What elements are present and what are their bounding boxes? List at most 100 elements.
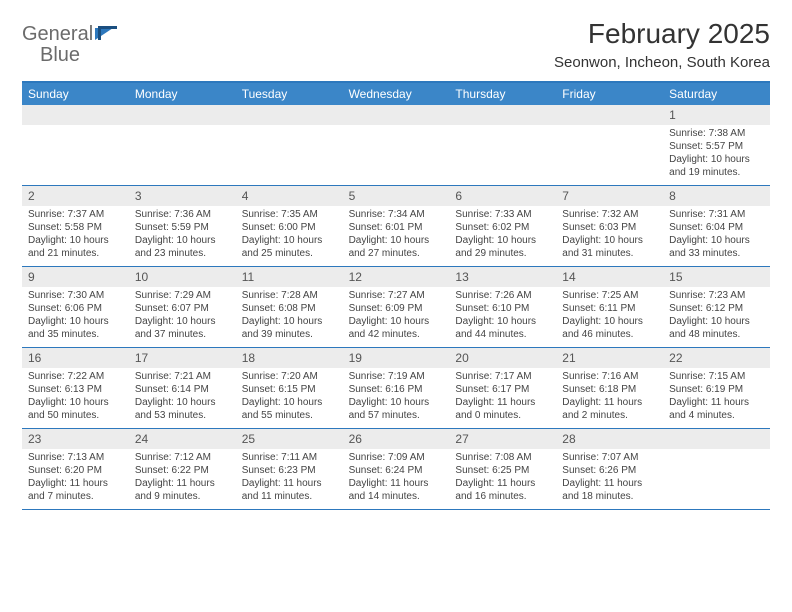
day-cell: Sunrise: 7:15 AMSunset: 6:19 PMDaylight:… [663,368,770,428]
day-detail-line: and 39 minutes. [242,328,339,341]
day-detail-line: Sunrise: 7:15 AM [669,370,766,383]
day-number: 25 [236,429,343,449]
day-detail-line: Sunset: 6:26 PM [562,464,659,477]
day-detail-line: Sunset: 6:15 PM [242,383,339,396]
day-number: 22 [663,348,770,368]
day-detail-line: and 23 minutes. [135,247,232,260]
day-cell: Sunrise: 7:11 AMSunset: 6:23 PMDaylight:… [236,449,343,509]
day-detail-line: Sunrise: 7:20 AM [242,370,339,383]
day-number: 21 [556,348,663,368]
day-detail-line: and 46 minutes. [562,328,659,341]
day-cell: Sunrise: 7:19 AMSunset: 6:16 PMDaylight:… [343,368,450,428]
day-number [129,105,236,125]
weekday-header: Saturday [663,83,770,105]
brand-name-part1: General [22,23,93,45]
day-number: 12 [343,267,450,287]
day-detail-line: Daylight: 11 hours [242,477,339,490]
day-number: 15 [663,267,770,287]
day-detail-line: Sunset: 5:57 PM [669,140,766,153]
weekday-header-row: SundayMondayTuesdayWednesdayThursdayFrid… [22,83,770,105]
day-number [663,429,770,449]
day-number: 27 [449,429,556,449]
day-cell: Sunrise: 7:08 AMSunset: 6:25 PMDaylight:… [449,449,556,509]
day-detail-line: Sunset: 6:01 PM [349,221,446,234]
day-number: 23 [22,429,129,449]
day-detail-line: Sunrise: 7:09 AM [349,451,446,464]
day-detail-line: and 18 minutes. [562,490,659,503]
day-detail-line: Sunset: 6:13 PM [28,383,125,396]
calendar-week: 2345678Sunrise: 7:37 AMSunset: 5:58 PMDa… [22,186,770,267]
day-cell: Sunrise: 7:28 AMSunset: 6:08 PMDaylight:… [236,287,343,347]
day-number [449,105,556,125]
day-number: 13 [449,267,556,287]
day-cell: Sunrise: 7:33 AMSunset: 6:02 PMDaylight:… [449,206,556,266]
day-detail-line: Sunset: 6:12 PM [669,302,766,315]
day-number [236,105,343,125]
day-detail-line: Sunrise: 7:08 AM [455,451,552,464]
day-detail-line: Sunrise: 7:11 AM [242,451,339,464]
day-cell: Sunrise: 7:36 AMSunset: 5:59 PMDaylight:… [129,206,236,266]
brand-name-part2: Blue [40,44,80,66]
day-detail-line: and 33 minutes. [669,247,766,260]
day-number-row: 232425262728 [22,429,770,449]
day-detail-line: Sunrise: 7:36 AM [135,208,232,221]
page-header: General Blue February 2025 Seonwon, Inch… [22,18,770,71]
day-detail-line: and 16 minutes. [455,490,552,503]
day-detail-line: Daylight: 10 hours [28,234,125,247]
day-cell [556,125,663,185]
day-detail-line: Daylight: 10 hours [349,315,446,328]
day-detail-line: Daylight: 10 hours [349,234,446,247]
day-number: 18 [236,348,343,368]
day-detail-line: Sunrise: 7:26 AM [455,289,552,302]
calendar-page: General Blue February 2025 Seonwon, Inch… [0,0,792,520]
day-cell: Sunrise: 7:09 AMSunset: 6:24 PMDaylight:… [343,449,450,509]
day-cell [343,125,450,185]
day-detail-line: Sunrise: 7:23 AM [669,289,766,302]
day-number: 20 [449,348,556,368]
day-detail-line: Sunset: 5:58 PM [28,221,125,234]
day-detail-line: Sunrise: 7:22 AM [28,370,125,383]
day-detail-line: Sunset: 6:11 PM [562,302,659,315]
day-cell: Sunrise: 7:31 AMSunset: 6:04 PMDaylight:… [663,206,770,266]
calendar-week: 9101112131415Sunrise: 7:30 AMSunset: 6:0… [22,267,770,348]
day-detail-line: Sunset: 6:23 PM [242,464,339,477]
day-detail-line: and 19 minutes. [669,166,766,179]
day-cell: Sunrise: 7:26 AMSunset: 6:10 PMDaylight:… [449,287,556,347]
day-number-row: 9101112131415 [22,267,770,287]
day-detail-line: Sunrise: 7:12 AM [135,451,232,464]
day-detail-line: Daylight: 11 hours [455,477,552,490]
day-number: 5 [343,186,450,206]
day-detail-line: Daylight: 11 hours [455,396,552,409]
day-detail-line: Daylight: 10 hours [669,153,766,166]
day-cell [236,125,343,185]
day-number: 24 [129,429,236,449]
day-detail-line: Sunrise: 7:21 AM [135,370,232,383]
day-detail-line: Sunrise: 7:13 AM [28,451,125,464]
day-cell: Sunrise: 7:07 AMSunset: 6:26 PMDaylight:… [556,449,663,509]
day-cell [22,125,129,185]
day-detail-line: and 25 minutes. [242,247,339,260]
day-cell: Sunrise: 7:38 AMSunset: 5:57 PMDaylight:… [663,125,770,185]
day-detail-line: Sunrise: 7:25 AM [562,289,659,302]
day-number [343,105,450,125]
day-number: 14 [556,267,663,287]
day-detail-line: and 11 minutes. [242,490,339,503]
day-detail-line: Sunset: 6:19 PM [669,383,766,396]
day-number-row: 1 [22,105,770,125]
day-detail-line: Daylight: 10 hours [242,315,339,328]
day-detail-line: Sunset: 6:22 PM [135,464,232,477]
day-detail-line: Daylight: 10 hours [669,315,766,328]
day-detail-line: Daylight: 10 hours [669,234,766,247]
day-detail-line: Sunset: 6:14 PM [135,383,232,396]
day-number: 6 [449,186,556,206]
day-detail-line: Sunset: 6:06 PM [28,302,125,315]
day-detail-line: Daylight: 10 hours [562,234,659,247]
day-detail-line: and 0 minutes. [455,409,552,422]
day-content-row: Sunrise: 7:13 AMSunset: 6:20 PMDaylight:… [22,449,770,509]
day-detail-line: and 42 minutes. [349,328,446,341]
weekday-header: Thursday [449,83,556,105]
day-detail-line: Sunset: 6:07 PM [135,302,232,315]
day-detail-line: Sunset: 6:04 PM [669,221,766,234]
brand-logo: General Blue [22,24,117,66]
day-detail-line: Daylight: 10 hours [562,315,659,328]
